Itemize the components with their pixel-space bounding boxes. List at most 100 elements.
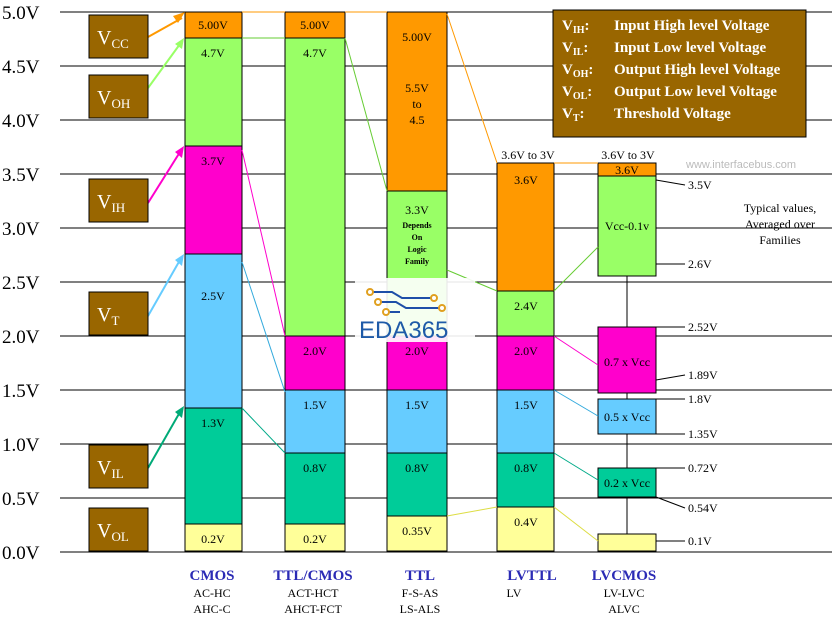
right-value-label: 2.6V	[688, 257, 712, 271]
legend-colon: :	[580, 106, 585, 122]
side-label-vih: V	[97, 191, 112, 213]
family-sub-lvcmos: LV-LVC	[604, 586, 645, 600]
family-sub-ttl-cmos: AHCT-FCT	[284, 602, 342, 616]
family-sub-ttl: F-S-AS	[402, 586, 439, 600]
side-label-voh-sub: OH	[111, 96, 130, 111]
ttl-vol-label: 0.35V	[402, 524, 432, 538]
lvcmos-vih-bar	[597, 326, 657, 394]
side-labels: VCC VOH VIH VT VIL VOL	[88, 14, 149, 552]
svg-text:VIH: VIH	[97, 191, 125, 215]
right-value-label: 1.35V	[688, 427, 718, 441]
side-label-box-vih	[88, 178, 149, 223]
svg-text:VOH: VOH	[97, 87, 130, 111]
typical-note: Typical values, Averaged over Families	[744, 201, 816, 247]
side-label-box-vol	[88, 507, 149, 552]
family-sub-lvttl: LV	[507, 586, 522, 600]
legend-sub: OH	[573, 69, 589, 80]
lvttl-vil-bar	[496, 452, 555, 508]
ttl-depends-label: Depends	[402, 221, 431, 230]
lvcmos-vol-bar	[597, 533, 657, 552]
lvttl-vt-bar	[496, 389, 555, 454]
lvttl-vol-label: 0.4V	[514, 515, 538, 529]
legend-sym: V	[562, 62, 573, 78]
lvttl-vcc-label: 3.6V	[514, 173, 538, 187]
column-lvttl-labels: 3.6V to 3V 3.6V 2.4V 2.0V 1.5V 0.8V 0.4V	[501, 148, 555, 529]
family-name-ttl-cmos: TTL/CMOS	[273, 568, 352, 584]
cmos-voh-label: 4.7V	[201, 46, 225, 60]
family-name-ttl: TTL	[405, 568, 435, 584]
svg-text:VIL: VIL	[97, 457, 124, 481]
cmos-vcc-bar	[184, 11, 243, 39]
y-axis-labels: 5.0V 4.5V 4.0V 3.5V 3.0V 2.5V 2.0V 1.5V …	[2, 3, 40, 564]
lvcmos-vt-bar	[597, 398, 657, 435]
y-tick-label: 2.5V	[2, 273, 40, 294]
svg-text:VIH:: VIH:	[562, 18, 590, 36]
ttl-range-label-2: to	[412, 97, 421, 111]
ttl-range-label-1: 5.5V	[405, 81, 429, 95]
ttlcmos-vt-bar	[284, 389, 346, 454]
ttlcmos-vil-label: 0.8V	[303, 461, 327, 475]
family-name-lvttl: LVTTL	[507, 568, 556, 584]
side-label-vt: V	[97, 304, 112, 326]
family-labels: CMOS AC-HC AHC-C TTL/CMOS ACT-HCT AHCT-F…	[190, 568, 657, 616]
ttlcmos-vol-bar	[284, 523, 346, 552]
right-value-label: 0.1V	[688, 534, 712, 548]
side-label-arrows	[147, 17, 183, 469]
family-sub-ttl: LS-ALS	[400, 602, 441, 616]
ttlcmos-vih-label: 2.0V	[303, 344, 327, 358]
right-value-labels: 3.5V 2.6V 2.52V 1.89V 1.8V 1.35V 0.72V 0…	[688, 178, 718, 548]
ttl-range-label-3: 4.5	[410, 113, 425, 127]
family-sub-ttl-cmos: ACT-HCT	[288, 586, 340, 600]
family-sub-cmos: AHC-C	[193, 602, 230, 616]
ttl-depends-label: Logic	[407, 245, 427, 254]
ttl-vih-bar	[386, 335, 448, 391]
svg-text:VIL:: VIL:	[562, 40, 588, 58]
lvttl-vcc-bar	[496, 162, 555, 292]
right-value-label: 1.89V	[688, 368, 718, 382]
legend-sym: V	[562, 18, 573, 34]
right-value-label: 2.52V	[688, 320, 718, 334]
y-tick-label: 0.0V	[2, 543, 40, 564]
svg-text:VT: VT	[97, 304, 119, 328]
logo-backdrop	[355, 278, 475, 342]
logo-text: EDA365	[359, 317, 448, 344]
cmos-vcc-label: 5.00V	[198, 18, 228, 32]
right-value-label: 0.54V	[688, 501, 718, 515]
column-lvttl	[496, 162, 555, 552]
legend-colon: :	[587, 84, 592, 100]
legend-sub: IL	[573, 47, 584, 58]
y-tick-label: 5.0V	[2, 3, 40, 24]
lvcmos-top-label: 3.6V to 3V	[601, 148, 655, 162]
svg-text:VT:: VT:	[562, 106, 585, 124]
lvttl-voh-label: 2.4V	[514, 299, 538, 313]
ttl-vt-bar	[386, 389, 448, 454]
y-tick-label: 4.0V	[2, 111, 40, 132]
legend-sub: T	[573, 113, 580, 124]
cmos-voh-bar	[184, 37, 243, 147]
cmos-vt-label: 2.5V	[201, 289, 225, 303]
lvttl-vt-label: 1.5V	[514, 398, 538, 412]
legend-sym: V	[562, 84, 573, 100]
lvttl-top-label: 3.6V to 3V	[501, 148, 555, 162]
ttl-vcc-label: 5.00V	[402, 30, 432, 44]
y-tick-label: 1.5V	[2, 381, 40, 402]
column-lvcmos	[597, 162, 657, 552]
side-label-box-vt	[88, 291, 149, 336]
legend-sym: V	[562, 106, 573, 122]
cmos-vih-bar	[184, 145, 243, 255]
legend-desc-vol: Output Low level Voltage	[614, 84, 777, 100]
family-sub-cmos: AC-HC	[193, 586, 230, 600]
ttl-depends-label: Family	[405, 257, 429, 266]
ttl-vt-label: 1.5V	[405, 398, 429, 412]
cmos-vil-bar	[184, 407, 243, 525]
lvcmos-voh-label: Vcc-0.1v	[605, 219, 649, 233]
legend: VIH: Input High level Voltage VIL: Input…	[552, 9, 807, 138]
column-ttl-labels: 5.00V 5.5V to 4.5 3.3V Depends On Logic …	[402, 30, 432, 538]
legend-desc-vih: Input High level Voltage	[614, 18, 770, 34]
column-lvcmos-labels: 3.6V to 3V 3.6V Vcc-0.1v 0.7 x Vcc 0.5 x…	[601, 148, 655, 490]
column-cmos	[184, 11, 243, 552]
cmos-vt-bar	[184, 253, 243, 409]
column-cmos-labels: 5.00V 4.7V 3.7V 2.5V 1.3V 0.2V	[198, 18, 228, 546]
